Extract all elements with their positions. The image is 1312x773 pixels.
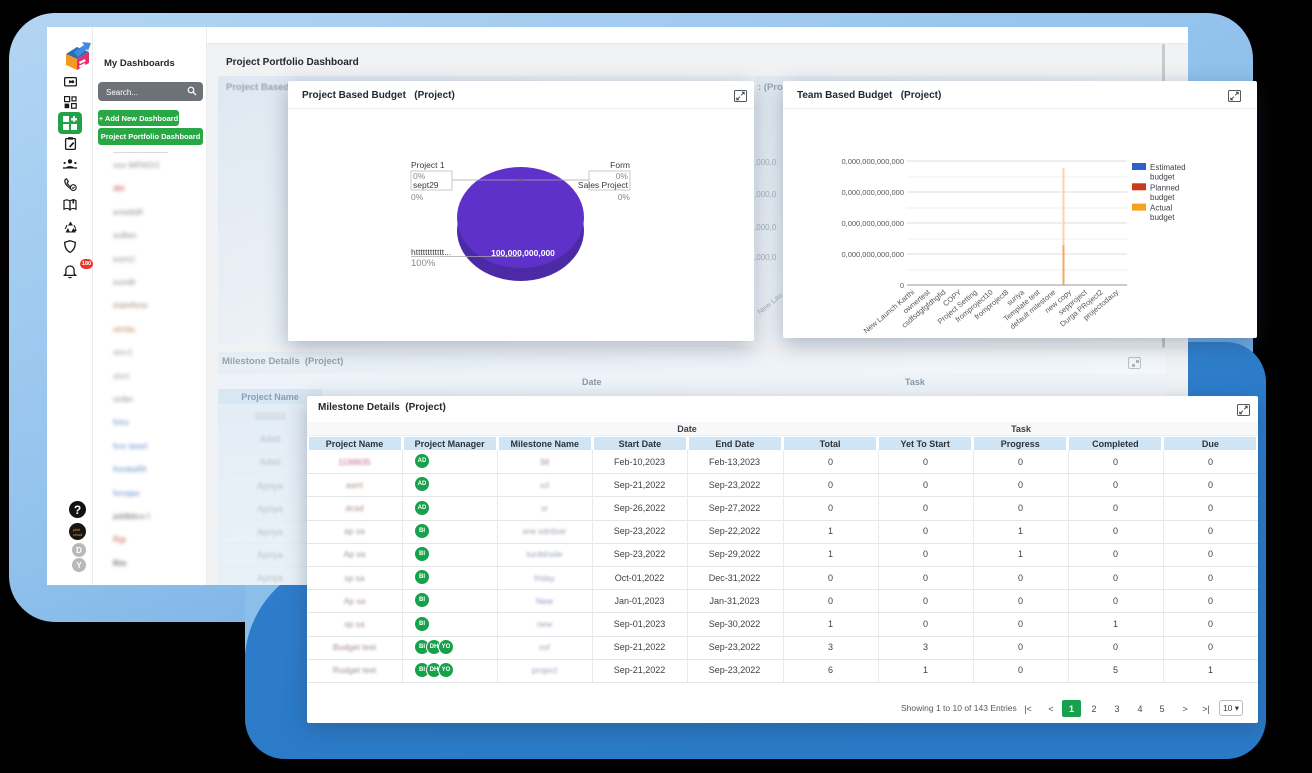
svg-text:Estimated: Estimated (1150, 163, 1186, 172)
svg-text:budget: budget (1150, 193, 1175, 202)
svg-text:Planned: Planned (1150, 183, 1179, 192)
svg-text:budget: budget (1150, 173, 1175, 182)
svg-text:0: 0 (900, 281, 904, 290)
svg-text:0,000,000,000,000: 0,000,000,000,000 (841, 250, 904, 259)
svg-text:0,000,000,000,000: 0,000,000,000,000 (841, 188, 904, 197)
svg-text:budget: budget (1150, 213, 1175, 222)
svg-text:0,000,000,000,000: 0,000,000,000,000 (841, 219, 904, 228)
svg-text:0,000,000,000,000: 0,000,000,000,000 (841, 157, 904, 166)
svg-text:Actual: Actual (1150, 204, 1172, 213)
